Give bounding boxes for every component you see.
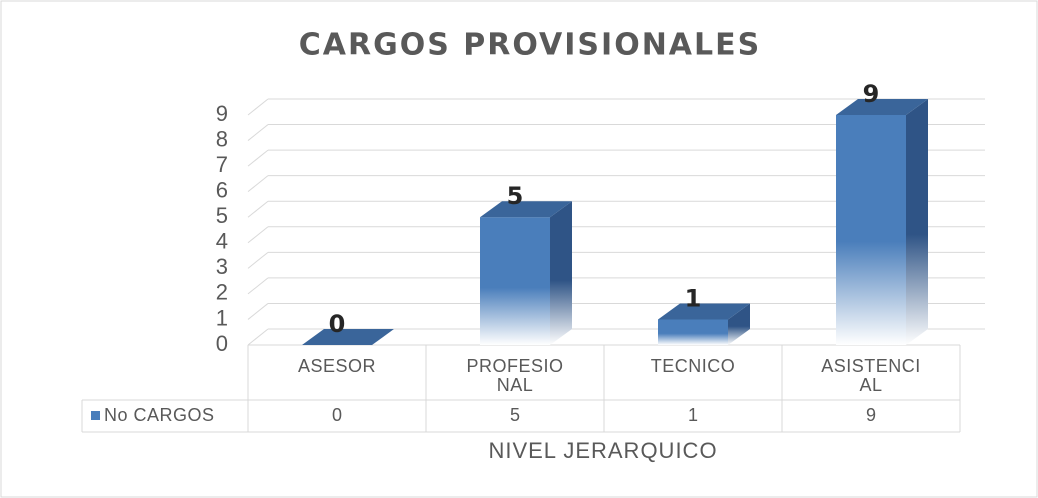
grid-line [247,175,269,193]
y-tick-label: 1 [216,305,228,330]
bar-side [728,303,750,345]
bar-top [302,329,394,345]
table-value: 1 [688,405,698,425]
y-tick-label: 5 [216,203,228,228]
table-value: 9 [866,405,876,425]
x-tick-label: ASISTENCIAL [821,356,921,395]
grid-line [247,277,269,295]
x-tick-label: PROFESIONAL [466,356,564,395]
x-tick-label: ASESOR [297,356,377,376]
bar [658,319,728,345]
y-tick-label: 3 [216,254,228,279]
legend-swatch [91,411,100,420]
grid-line [247,98,269,116]
data-label: 1 [685,284,702,312]
bar [836,115,906,345]
y-tick-label: 0 [216,331,228,356]
grid-line [247,303,269,320]
bar-side [906,99,928,345]
y-tick-label: 8 [216,126,228,151]
legend-label: No CARGOS [104,405,215,425]
y-tick-label: 7 [216,152,228,177]
bar [480,217,550,345]
grid-line [247,124,269,141]
data-label: 0 [329,310,346,338]
chart-title: CARGOS PROVISIONALES [299,28,762,63]
grid-line [247,251,269,269]
y-tick-label: 9 [216,101,228,126]
grid-line [247,226,269,244]
bar-side [550,201,572,345]
bar-top [658,303,750,320]
data-label: 5 [507,182,524,210]
data-label: 9 [863,80,880,108]
bar-top [836,99,928,115]
grid-line [247,328,269,346]
y-tick-label: 6 [216,177,228,202]
y-tick-label: 4 [216,229,228,254]
grid-line [247,200,269,218]
grid-line [247,149,269,167]
table-value: 0 [332,405,342,425]
y-tick-label: 2 [216,280,228,305]
x-axis-title: NIVEL JERARQUICO [488,438,717,463]
bar-top [480,201,572,218]
x-tick-label: TECNICO [650,356,736,376]
table-value: 5 [510,405,520,425]
